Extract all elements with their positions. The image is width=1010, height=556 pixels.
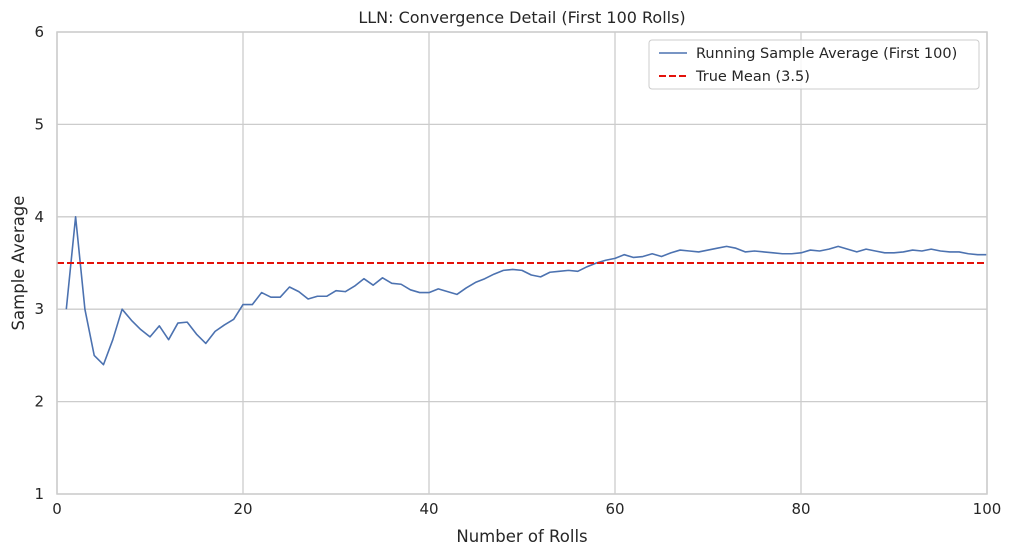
y-tick-label: 1 <box>34 485 44 503</box>
legend-label-true-mean: True Mean (3.5) <box>695 69 810 85</box>
x-axis-ticks: 0 20 40 60 80 100 <box>52 500 1001 518</box>
x-axis-title: Number of Rolls <box>456 527 587 546</box>
x-tick-label: 80 <box>791 500 810 518</box>
chart-title: LLN: Convergence Detail (First 100 Rolls… <box>358 8 685 27</box>
y-axis-title: Sample Average <box>9 196 28 331</box>
x-tick-label: 40 <box>419 500 438 518</box>
y-axis-ticks: 1 2 3 4 5 6 <box>34 23 44 503</box>
y-tick-label: 6 <box>34 23 44 41</box>
series-line-running-average <box>65 216 987 366</box>
y-tick-label: 3 <box>34 300 44 318</box>
plot-frame <box>56 31 988 495</box>
y-tick-label: 2 <box>34 393 44 411</box>
plot-series <box>57 216 987 366</box>
x-tick-label: 0 <box>52 500 62 518</box>
legend: Running Sample Average (First 100) True … <box>648 39 980 90</box>
x-tick-label: 60 <box>605 500 624 518</box>
y-tick-label: 5 <box>34 115 44 133</box>
x-tick-label: 20 <box>233 500 252 518</box>
legend-label-running-average: Running Sample Average (First 100) <box>696 46 957 62</box>
legend-box <box>648 39 980 90</box>
y-tick-label: 4 <box>34 208 44 226</box>
x-tick-label: 100 <box>973 500 1002 518</box>
